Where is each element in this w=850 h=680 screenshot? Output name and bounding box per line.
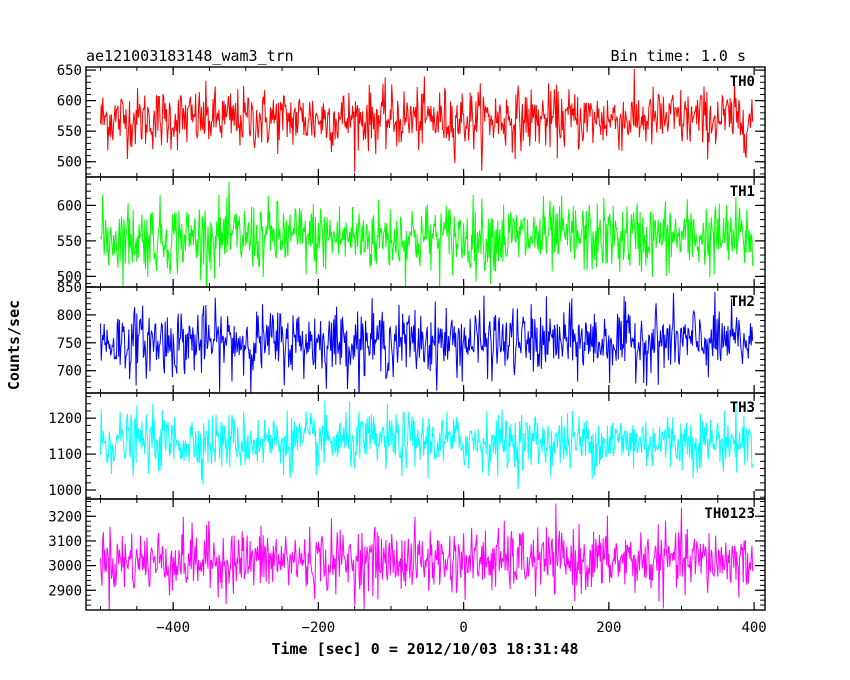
series-line-th2 — [100, 292, 754, 393]
bin-time-label: Bin time: 1.0 s — [611, 47, 746, 65]
y-tick-label: 600 — [57, 94, 82, 110]
panel-th2: 700 750 800 850 TH2 — [57, 280, 766, 394]
y-tick-label: 1100 — [48, 447, 82, 463]
y-tick-label: 1200 — [48, 411, 82, 427]
y-axis-title: Counts/sec — [5, 300, 23, 390]
y-tick-label: 850 — [57, 280, 82, 296]
x-axis: −400 −200 0 200 400 — [156, 620, 766, 636]
y-tick-label: 3000 — [48, 559, 82, 575]
x-tick-label: −200 — [302, 620, 336, 636]
series-line-th3 — [100, 400, 754, 490]
series-line-th0 — [100, 68, 754, 173]
y-tick-label: 500 — [57, 269, 82, 285]
y-tick-label: 2900 — [48, 583, 82, 599]
y-tick-label: 550 — [57, 234, 82, 250]
x-tick-label: −400 — [156, 620, 190, 636]
y-tick-label: 800 — [57, 308, 82, 324]
panel-label-th0: TH0 — [730, 74, 755, 90]
y-tick-label: 750 — [57, 336, 82, 352]
panel-th0123: 2900 3000 3100 3200 TH0123 — [48, 498, 766, 611]
panels-group: 500 550 600 650 TH0 500 550 600 TH1 700 750 800 850 T… — [48, 63, 766, 611]
series-line-th0123 — [100, 503, 754, 610]
panel-label-th1: TH1 — [730, 184, 755, 200]
x-tick-label: 200 — [596, 620, 621, 636]
chart-title: ae121003183148_wam3_trn — [86, 47, 294, 65]
y-tick-label: 3100 — [48, 534, 82, 550]
series-line-th1 — [100, 181, 754, 287]
y-tick-label: 600 — [57, 198, 82, 214]
y-tick-label: 3200 — [48, 509, 82, 525]
x-tick-label: 400 — [741, 620, 766, 636]
panel-label-th0123: TH0123 — [704, 506, 755, 522]
panel-label-th2: TH2 — [730, 294, 755, 310]
y-tick-label: 500 — [57, 155, 82, 171]
x-axis-title: Time [sec] 0 = 2012/10/03 18:31:48 — [271, 640, 578, 658]
x-tick-label: 0 — [459, 620, 467, 636]
panel-label-th3: TH3 — [730, 400, 755, 416]
y-tick-label: 650 — [57, 63, 82, 79]
panel-th3: 1000 1100 1200 TH3 — [48, 392, 766, 500]
y-tick-label: 700 — [57, 364, 82, 380]
y-tick-label: 550 — [57, 124, 82, 140]
panel-th0: 500 550 600 650 TH0 — [57, 63, 766, 178]
y-tick-label: 1000 — [48, 483, 82, 499]
panel-frame — [85, 498, 766, 611]
panel-th1: 500 550 600 TH1 — [57, 176, 766, 288]
